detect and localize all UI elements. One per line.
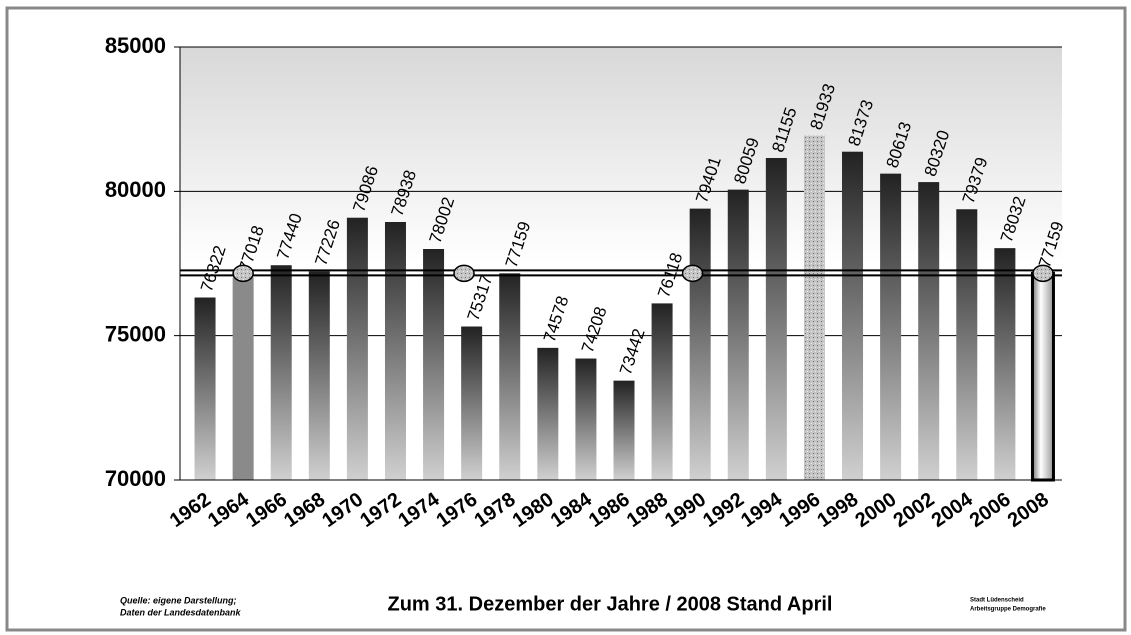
frame: [5, 6, 1127, 632]
bar: [842, 151, 864, 480]
bar: [308, 271, 330, 480]
author: Stadt Lüdenscheid: [970, 598, 1024, 604]
x-tick-label: 1976: [432, 488, 481, 532]
y-tick-label: 70000: [105, 466, 166, 491]
bar: [880, 173, 902, 480]
bar: [689, 208, 711, 481]
bar: [765, 157, 787, 480]
bar: [461, 326, 483, 480]
x-tick-label: 1998: [813, 488, 862, 532]
x-tick-label: 1962: [166, 488, 215, 532]
x-tick-label: 2000: [851, 488, 900, 532]
bar: [803, 135, 825, 481]
reference-marker: [232, 264, 254, 283]
author: Arbeitsgruppe Demografie: [970, 607, 1046, 613]
x-tick-label: 1990: [661, 488, 710, 532]
x-tick-label: 1988: [623, 488, 672, 532]
x-tick-label: 1970: [318, 488, 367, 532]
x-tick-label: 1980: [509, 488, 558, 532]
y-tick-label: 85000: [105, 33, 166, 58]
bar: [575, 358, 597, 480]
x-tick-label: 1978: [471, 488, 520, 532]
bar: [384, 221, 406, 480]
bar: [537, 347, 559, 480]
x-tick-label: 1972: [356, 488, 405, 532]
bar: [994, 248, 1016, 480]
x-tick-label: 2002: [890, 488, 939, 532]
bar: [1030, 271, 1055, 482]
x-tick-label: 2008: [1004, 488, 1053, 532]
bar: [499, 273, 521, 480]
source: Daten der Landesdatenbank: [120, 607, 242, 617]
y-tick-label: 80000: [105, 177, 166, 202]
x-tick-label: 1968: [280, 488, 329, 532]
x-tick-label: 1966: [242, 488, 291, 532]
x-tick-label: 1986: [585, 488, 634, 532]
source: Quelle: eigene Darstellung;: [120, 595, 237, 605]
chart-title: Zum 31. Dezember der Jahre / 2008 Stand …: [388, 593, 833, 615]
x-tick-label: 1996: [775, 488, 824, 532]
reference-marker: [453, 264, 475, 283]
bar: [651, 303, 673, 480]
x-tick-label: 1992: [699, 488, 748, 532]
bar: [194, 297, 216, 480]
bar: [423, 249, 445, 480]
bar: [346, 217, 368, 480]
bar: [727, 189, 749, 481]
reference-marker: [681, 264, 704, 283]
reference-marker: [1032, 264, 1054, 283]
bar: [270, 265, 292, 480]
bar: [232, 277, 254, 480]
bar: [613, 380, 635, 480]
bar: [918, 182, 940, 480]
bar: [956, 209, 978, 481]
y-tick-label: 75000: [105, 321, 166, 346]
x-tick-label: 2006: [966, 488, 1015, 532]
